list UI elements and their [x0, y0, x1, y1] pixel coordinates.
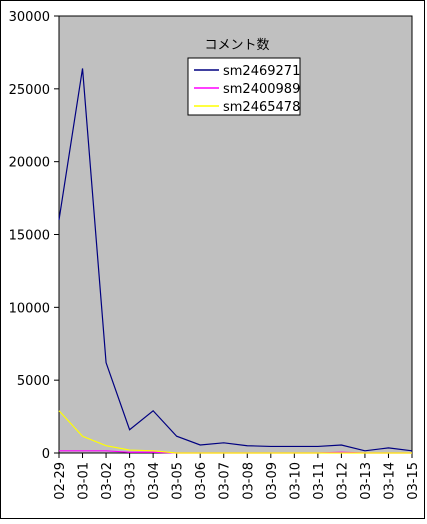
x-tick-label: 03-15: [406, 462, 421, 500]
legend-items: sm2469271 sm2400989 sm2465478: [194, 64, 300, 115]
x-tick-label: 03-01: [77, 462, 92, 500]
legend-title: コメント数: [204, 38, 269, 53]
y-tick-label: 0: [42, 447, 50, 462]
y-tick-label: 25000: [9, 83, 50, 98]
y-tick-label: 10000: [9, 301, 50, 316]
x-tick-label: 03-08: [241, 462, 256, 500]
x-tick-label: 03-10: [288, 462, 303, 500]
legend: コメント数 sm2469271 sm2400989 sm2465478: [187, 38, 301, 116]
y-tick-label: 5000: [17, 374, 50, 389]
x-tick-label: 03-12: [335, 462, 350, 500]
x-tick-label: 03-13: [359, 462, 374, 500]
legend-label: sm2469271: [223, 64, 300, 79]
x-tick-label: 03-07: [218, 462, 233, 500]
y-tick-label: 30000: [9, 10, 50, 25]
y-tick-label: 15000: [9, 229, 50, 244]
x-tick-label: 03-05: [171, 462, 186, 500]
x-tick-label: 03-14: [382, 462, 397, 500]
x-tick-label: 03-09: [265, 462, 280, 500]
legend-label: sm2400989: [223, 82, 300, 97]
x-tick-label: 03-02: [100, 462, 115, 500]
x-tick-label: 02-29: [53, 462, 68, 500]
x-axis: 02-29 03-01 03-02 03-03 03-04 03-05 03-06 03-07…: [53, 453, 421, 500]
series-lines: [58, 68, 413, 454]
x-tick-label: 03-03: [124, 462, 139, 500]
x-tick-label: 03-04: [147, 462, 162, 500]
series-line-sm2465478: [58, 410, 412, 454]
y-axis: 0 5000 10000 15000 20000 25000 30000: [9, 10, 59, 462]
legend-label: sm2465478: [223, 100, 300, 115]
x-tick-label: 03-11: [312, 462, 327, 500]
x-tick-label: 03-06: [194, 462, 209, 500]
series-line-sm2469271: [58, 68, 413, 452]
y-tick-label: 20000: [9, 156, 50, 171]
